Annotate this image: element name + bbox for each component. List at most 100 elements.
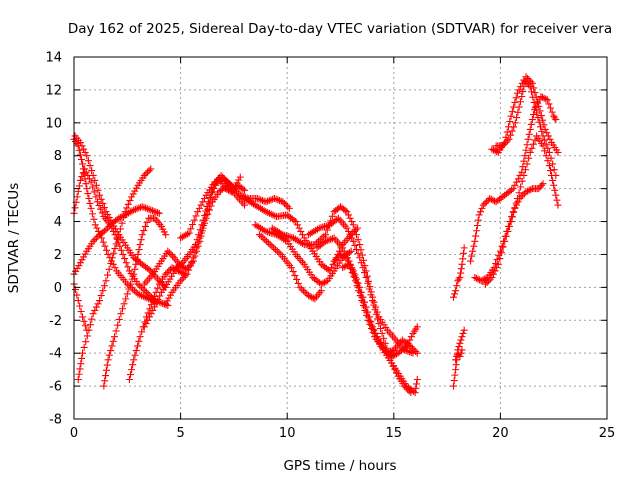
data-point-marker: [107, 260, 115, 268]
data-point-marker: [260, 226, 268, 234]
data-point-marker: [522, 146, 530, 154]
data-point-marker: [140, 323, 148, 331]
data-point-marker: [412, 384, 420, 392]
data-point-marker: [323, 226, 331, 234]
data-point-marker: [515, 189, 523, 197]
data-point-marker: [494, 260, 502, 268]
data-point-marker: [479, 276, 487, 284]
data-point-marker: [180, 273, 188, 281]
data-point-marker: [105, 351, 113, 359]
data-point-marker: [515, 86, 523, 94]
data-point-marker: [84, 157, 92, 165]
data-point-marker: [451, 371, 459, 379]
x-tick-label: 20: [492, 426, 509, 441]
series-track-26: [481, 132, 562, 288]
data-point-marker: [472, 274, 480, 282]
chart-title: Day 162 of 2025, Sidereal Day-to-day VTE…: [68, 21, 612, 37]
data-point-marker: [163, 269, 171, 277]
data-point-marker: [343, 261, 351, 269]
data-point-marker: [85, 195, 93, 203]
data-point-marker: [86, 162, 94, 170]
data-point-marker: [268, 224, 276, 232]
data-point-marker: [539, 132, 547, 140]
data-point-marker: [507, 218, 515, 226]
data-point-marker: [79, 160, 87, 168]
data-point-marker: [473, 221, 481, 229]
data-point-marker: [525, 81, 533, 89]
data-point-marker: [406, 336, 414, 344]
data-point-marker: [539, 180, 547, 188]
data-point-marker: [547, 154, 555, 162]
data-point-marker: [536, 123, 544, 131]
data-point-marker: [344, 211, 352, 219]
data-point-marker: [499, 243, 507, 251]
data-point-marker: [309, 294, 317, 302]
data-point-marker: [142, 320, 150, 328]
data-point-marker: [298, 239, 306, 247]
data-point-marker: [154, 296, 162, 304]
data-point-marker: [139, 285, 147, 293]
data-point-marker: [236, 173, 244, 181]
series-track-24: [467, 92, 560, 265]
data-point-marker: [345, 260, 353, 268]
data-point-marker: [101, 377, 109, 385]
data-point-marker: [89, 237, 97, 245]
data-point-marker: [264, 197, 272, 205]
data-point-marker: [73, 291, 81, 299]
data-point-marker: [452, 356, 460, 364]
data-point-marker: [293, 275, 301, 283]
data-point-marker: [202, 214, 210, 222]
data-point-marker: [112, 327, 120, 335]
data-point-marker: [378, 329, 386, 337]
plot-frame: [73, 56, 608, 420]
series-track-28: [488, 76, 560, 179]
data-point-marker: [479, 201, 487, 209]
data-point-marker: [528, 144, 536, 152]
y-tick-label: 10: [45, 116, 62, 131]
data-point-marker: [342, 262, 350, 270]
data-point-marker: [401, 344, 409, 352]
data-point-marker: [512, 199, 520, 207]
data-point-marker: [125, 285, 133, 293]
data-point-marker: [503, 128, 511, 136]
data-point-marker: [146, 292, 154, 300]
data-point-marker: [212, 177, 220, 185]
data-point-marker: [295, 224, 303, 232]
series-track-3: [70, 165, 159, 305]
data-point-marker: [120, 213, 128, 221]
grid-layer: [74, 57, 607, 419]
data-point-marker: [320, 232, 328, 240]
data-point-marker: [523, 141, 531, 149]
data-point-marker: [458, 346, 466, 354]
data-point-marker: [258, 205, 266, 213]
data-point-marker: [190, 216, 198, 224]
data-point-marker: [80, 145, 88, 153]
data-point-marker: [525, 154, 533, 162]
data-point-marker: [147, 310, 155, 318]
data-point-marker: [199, 198, 207, 206]
data-point-marker: [102, 226, 110, 234]
data-point-marker: [222, 183, 230, 191]
data-point-marker: [364, 279, 372, 287]
data-point-marker: [80, 317, 88, 325]
data-point-marker: [165, 249, 173, 257]
data-point-marker: [453, 282, 461, 290]
data-point-marker: [487, 195, 495, 203]
data-point-marker: [128, 275, 136, 283]
data-point-marker: [458, 333, 466, 341]
data-point-marker: [368, 297, 376, 305]
data-point-marker: [126, 371, 134, 379]
data-point-marker: [323, 237, 331, 245]
series-track-6: [74, 165, 155, 384]
data-point-marker: [551, 186, 559, 194]
data-point-marker: [460, 326, 468, 334]
data-point-marker: [534, 114, 542, 122]
series-track-22: [449, 244, 468, 301]
data-point-marker: [362, 267, 370, 275]
data-point-marker: [297, 238, 305, 246]
data-point-marker: [99, 287, 107, 295]
data-point-marker: [188, 258, 196, 266]
data-point-marker: [92, 303, 100, 311]
data-point-marker: [489, 270, 497, 278]
data-point-marker: [145, 205, 153, 213]
